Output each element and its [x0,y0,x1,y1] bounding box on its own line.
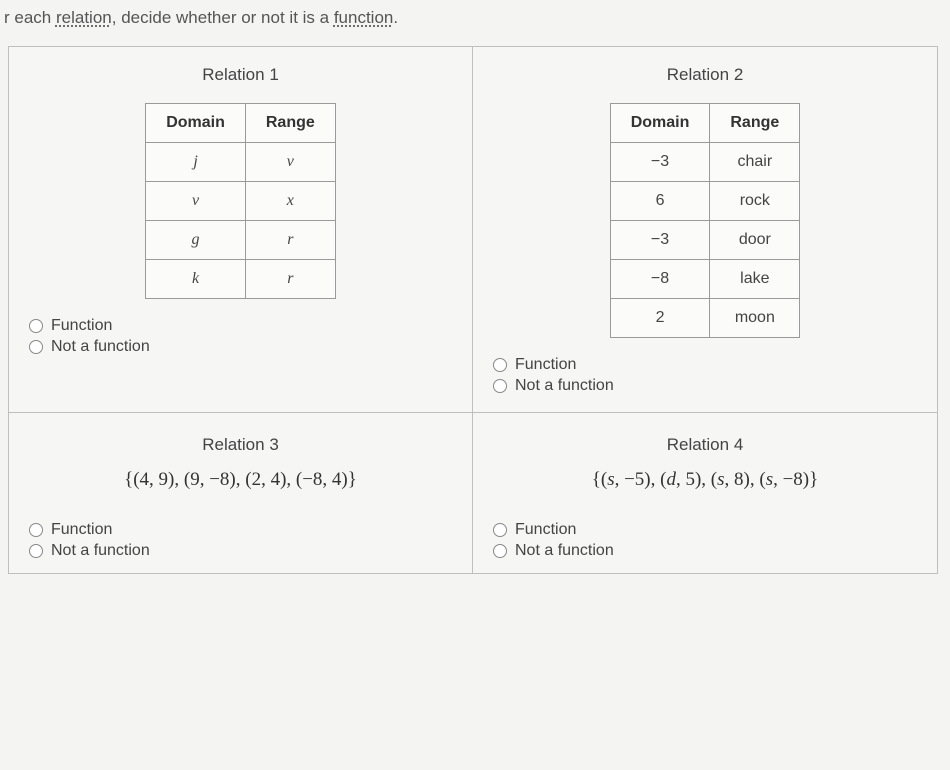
option-label: Not a function [515,542,614,560]
table-row: −3chair [610,143,800,182]
header-range: Range [245,104,335,143]
cell-domain: v [146,182,246,221]
header-range: Range [710,104,800,143]
relation-3-cell: Relation 3 {(4, 9), (9, −8), (2, 4), (−8… [9,413,473,573]
prompt-pre: r each [4,8,56,27]
cell-range: v [245,143,335,182]
radio-icon [493,379,507,393]
relation-1-options: Function Not a function [29,317,452,356]
option-function[interactable]: Function [29,521,452,539]
relation-1-cell: Relation 1 Domain Range jv vx gr kr Func… [9,47,473,413]
table-row: kr [146,260,336,299]
option-label: Function [515,356,576,374]
header-domain: Domain [610,104,710,143]
prompt-mid: , decide whether or not it is a [112,8,334,27]
table-row: 6rock [610,182,800,221]
prompt-underline-function: function [334,8,394,27]
cell-range: door [710,221,800,260]
table-row: 2moon [610,299,800,338]
cell-domain: k [146,260,246,299]
cell-domain: 2 [610,299,710,338]
table-row: vx [146,182,336,221]
relation-2-cell: Relation 2 Domain Range −3chair 6rock −3… [473,47,937,413]
header-domain: Domain [146,104,246,143]
option-label: Not a function [51,542,150,560]
relations-grid: Relation 1 Domain Range jv vx gr kr Func… [8,46,938,574]
table-header-row: Domain Range [146,104,336,143]
cell-domain: −3 [610,143,710,182]
cell-range: lake [710,260,800,299]
table-header-row: Domain Range [610,104,800,143]
cell-range: rock [710,182,800,221]
relation-2-options: Function Not a function [493,356,917,395]
prompt-text: r each relation, decide whether or not i… [4,8,938,28]
relation-1-table: Domain Range jv vx gr kr [145,103,336,299]
radio-icon [29,544,43,558]
option-label: Function [515,521,576,539]
cell-range: r [245,221,335,260]
radio-icon [493,358,507,372]
option-label: Function [51,521,112,539]
relation-4-title: Relation 4 [493,435,917,455]
relation-3-set: {(4, 9), (9, −8), (2, 4), (−8, 4)} [29,469,452,491]
radio-icon [493,523,507,537]
option-label: Function [51,317,112,335]
relation-2-title: Relation 2 [493,65,917,85]
radio-icon [29,523,43,537]
grid-row-bottom: Relation 3 {(4, 9), (9, −8), (2, 4), (−8… [9,413,937,573]
relation-3-title: Relation 3 [29,435,452,455]
table-row: jv [146,143,336,182]
cell-domain: j [146,143,246,182]
relation-4-set: {(s, −5), (d, 5), (s, 8), (s, −8)} [493,469,917,491]
option-function[interactable]: Function [29,317,452,335]
radio-icon [29,340,43,354]
relation-1-title: Relation 1 [29,65,452,85]
prompt-post: . [393,8,398,27]
option-not-a-function[interactable]: Not a function [29,338,452,356]
cell-range: r [245,260,335,299]
radio-icon [493,544,507,558]
option-not-a-function[interactable]: Not a function [29,542,452,560]
option-function[interactable]: Function [493,521,917,539]
option-not-a-function[interactable]: Not a function [493,377,917,395]
option-function[interactable]: Function [493,356,917,374]
prompt-underline-relation: relation [56,8,112,27]
cell-range: chair [710,143,800,182]
table-row: −3door [610,221,800,260]
grid-row-top: Relation 1 Domain Range jv vx gr kr Func… [9,47,937,413]
relation-3-options: Function Not a function [29,521,452,560]
cell-range: x [245,182,335,221]
table-row: gr [146,221,336,260]
cell-range: moon [710,299,800,338]
option-label: Not a function [51,338,150,356]
relation-2-table: Domain Range −3chair 6rock −3door −8lake… [610,103,801,338]
relation-4-cell: Relation 4 {(s, −5), (d, 5), (s, 8), (s,… [473,413,937,573]
cell-domain: g [146,221,246,260]
radio-icon [29,319,43,333]
cell-domain: 6 [610,182,710,221]
cell-domain: −3 [610,221,710,260]
relation-4-options: Function Not a function [493,521,917,560]
option-label: Not a function [515,377,614,395]
table-row: −8lake [610,260,800,299]
cell-domain: −8 [610,260,710,299]
option-not-a-function[interactable]: Not a function [493,542,917,560]
